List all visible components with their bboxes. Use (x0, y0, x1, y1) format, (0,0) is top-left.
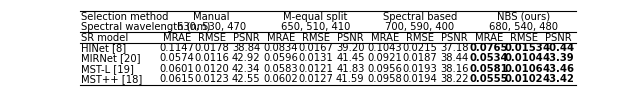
Text: 42.34: 42.34 (232, 64, 260, 74)
Text: 0.0116: 0.0116 (194, 53, 229, 63)
Text: HINet [8]: HINet [8] (81, 43, 127, 53)
Text: 0.0581: 0.0581 (470, 64, 509, 74)
Text: MIRNet [20]: MIRNet [20] (81, 53, 141, 63)
Text: 41.45: 41.45 (336, 53, 365, 63)
Text: RMSE: RMSE (510, 32, 538, 43)
Text: 37.18: 37.18 (440, 43, 468, 53)
Text: 0.0958: 0.0958 (368, 74, 403, 84)
Text: 43.39: 43.39 (543, 53, 575, 63)
Text: 0.0127: 0.0127 (298, 74, 333, 84)
Text: MRAE: MRAE (267, 32, 295, 43)
Text: 0.0106: 0.0106 (504, 64, 543, 74)
Text: 0.0131: 0.0131 (298, 53, 333, 63)
Text: PSNR: PSNR (441, 32, 468, 43)
Text: M-equal split: M-equal split (284, 12, 348, 22)
Text: Manual: Manual (193, 12, 230, 22)
Text: RMSE: RMSE (198, 32, 225, 43)
Text: 0.0602: 0.0602 (264, 74, 298, 84)
Text: 0.0555: 0.0555 (470, 74, 509, 84)
Text: 38.84: 38.84 (232, 43, 260, 53)
Text: PSNR: PSNR (337, 32, 364, 43)
Text: MRAE: MRAE (163, 32, 191, 43)
Text: 38.16: 38.16 (440, 64, 468, 74)
Text: 0.0834: 0.0834 (264, 43, 298, 53)
Text: 0.0215: 0.0215 (403, 43, 437, 53)
Text: 0.0153: 0.0153 (504, 43, 543, 53)
Text: 0.0534: 0.0534 (470, 53, 509, 63)
Text: 0.0921: 0.0921 (367, 53, 403, 63)
Text: 0.1147: 0.1147 (159, 43, 194, 53)
Text: 41.59: 41.59 (336, 74, 365, 84)
Text: RMSE: RMSE (301, 32, 330, 43)
Text: 0.0194: 0.0194 (403, 74, 437, 84)
Text: 0.0193: 0.0193 (403, 64, 437, 74)
Text: 0.0596: 0.0596 (264, 53, 298, 63)
Text: Spectral wavelength (nm): Spectral wavelength (nm) (81, 22, 211, 32)
Text: NBS (ours): NBS (ours) (497, 12, 550, 22)
Text: 39.20: 39.20 (336, 43, 365, 53)
Text: 42.92: 42.92 (232, 53, 260, 63)
Text: 700, 590, 400: 700, 590, 400 (385, 22, 454, 32)
Text: 0.1043: 0.1043 (368, 43, 403, 53)
Text: MRAE: MRAE (475, 32, 503, 43)
Text: 0.0615: 0.0615 (159, 74, 194, 84)
Text: 0.0102: 0.0102 (505, 74, 543, 84)
Text: 40.44: 40.44 (543, 43, 575, 53)
Text: 38.22: 38.22 (440, 74, 468, 84)
Text: 0.0120: 0.0120 (194, 64, 229, 74)
Text: 41.83: 41.83 (336, 64, 365, 74)
Text: 680, 540, 480: 680, 540, 480 (490, 22, 559, 32)
Text: 630, 530, 470: 630, 530, 470 (177, 22, 246, 32)
Text: 0.0956: 0.0956 (367, 64, 403, 74)
Text: 0.0583: 0.0583 (264, 64, 298, 74)
Text: 0.0121: 0.0121 (298, 64, 333, 74)
Text: MST-L [19]: MST-L [19] (81, 64, 134, 74)
Text: 0.0123: 0.0123 (194, 74, 229, 84)
Text: 0.0104: 0.0104 (504, 53, 543, 63)
Text: PSNR: PSNR (233, 32, 260, 43)
Text: RMSE: RMSE (406, 32, 434, 43)
Text: 0.0178: 0.0178 (194, 43, 229, 53)
Text: 38.44: 38.44 (440, 53, 468, 63)
Text: Spectral based: Spectral based (383, 12, 457, 22)
Text: MRAE: MRAE (371, 32, 399, 43)
Text: 43.46: 43.46 (543, 64, 575, 74)
Text: PSNR: PSNR (545, 32, 572, 43)
Text: Selection method: Selection method (81, 12, 169, 22)
Text: 43.42: 43.42 (543, 74, 575, 84)
Text: 0.0601: 0.0601 (159, 64, 194, 74)
Text: 0.0187: 0.0187 (403, 53, 437, 63)
Text: 42.55: 42.55 (232, 74, 260, 84)
Text: 0.0574: 0.0574 (159, 53, 194, 63)
Text: SR model: SR model (81, 32, 129, 43)
Text: 650, 510, 410: 650, 510, 410 (281, 22, 350, 32)
Text: 0.0765: 0.0765 (470, 43, 508, 53)
Text: 0.0167: 0.0167 (298, 43, 333, 53)
Text: MST++ [18]: MST++ [18] (81, 74, 143, 84)
